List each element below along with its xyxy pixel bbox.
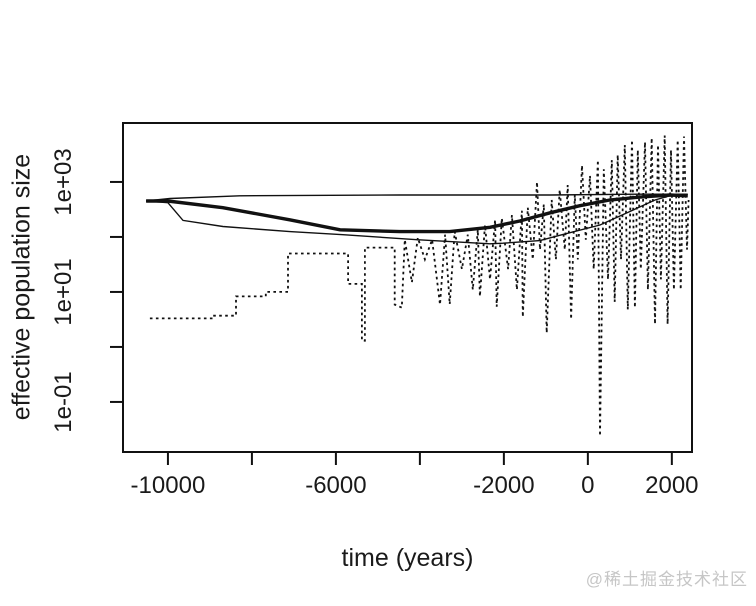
x-tick-label: -10000 [130,472,206,499]
series-dotted-stepwise [149,135,690,437]
series-thin-solid-upper [146,193,688,202]
x-tick-label: 0 [581,472,595,499]
plot-box [122,122,693,453]
x-axis-title: time (years) [341,544,474,572]
series-thick-solid-median [146,193,688,234]
x-tick-label: -2000 [473,472,535,499]
x-tick-label: 2000 [645,472,699,499]
watermark-text: @稀土掘金技术社区 [585,570,748,589]
y-axis-title: effective population size [7,153,36,421]
y-tick-label: 1e+01 [50,258,77,326]
series-thin-solid-lower [146,195,670,245]
x-tick-label: -6000 [305,472,367,499]
y-tick-label: 1e+03 [50,148,77,216]
y-tick-label: 1e-01 [50,371,77,433]
